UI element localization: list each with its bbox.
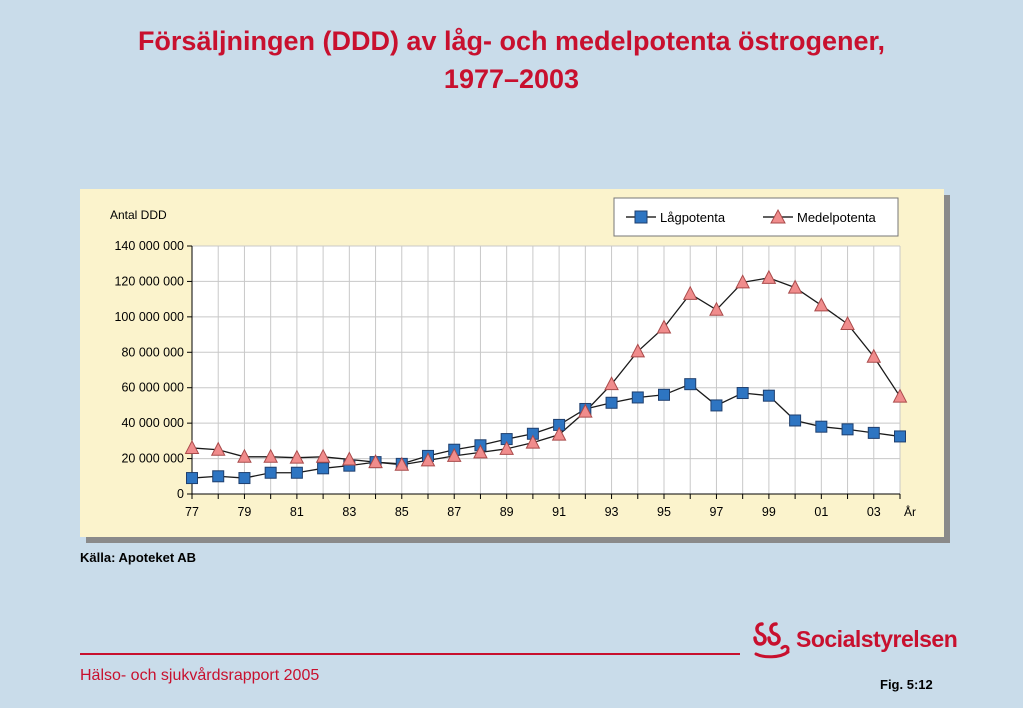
- data-point-medelpotenta: [787, 279, 803, 294]
- data-point-lagpotenta: [290, 466, 303, 479]
- x-tick-label: 01: [814, 505, 828, 519]
- chart-title: Försäljningen (DDD) av låg- och medelpot…: [0, 22, 1023, 98]
- y-axis-label: Antal DDD: [110, 208, 167, 222]
- data-point-medelpotenta: [604, 376, 619, 391]
- socialstyrelsen-logo-icon: [753, 622, 790, 659]
- data-point-medelpotenta: [342, 451, 357, 466]
- data-point-lagpotenta: [789, 414, 802, 427]
- data-point-lagpotenta: [684, 378, 697, 391]
- x-tick-label: 91: [552, 505, 566, 519]
- data-point-lagpotenta: [186, 472, 198, 485]
- data-point-medelpotenta: [210, 441, 226, 456]
- source-note: Källa: Apoteket AB: [80, 550, 197, 565]
- plot-area: [192, 246, 900, 494]
- data-point-lagpotenta: [631, 391, 644, 404]
- data-point-medelpotenta: [840, 315, 855, 330]
- series-line-lagpotenta: [191, 383, 901, 479]
- data-point-medelpotenta: [814, 297, 829, 312]
- x-tick-label: 97: [709, 505, 723, 519]
- data-point-medelpotenta: [184, 439, 200, 454]
- data-point-medelpotenta: [709, 301, 724, 316]
- data-point-lagpotenta: [605, 396, 618, 409]
- x-tick-label: 99: [762, 505, 776, 519]
- x-tick-label: 87: [447, 505, 461, 519]
- x-axis-label: År: [904, 504, 916, 519]
- legend-marker-med: [770, 208, 786, 224]
- data-point-lagpotenta: [710, 399, 723, 412]
- data-point-medelpotenta: [289, 449, 305, 464]
- legend-label-low: Lågpotenta: [660, 210, 726, 225]
- data-point-lagpotenta: [264, 466, 277, 479]
- data-point-medelpotenta: [473, 444, 488, 459]
- data-point-lagpotenta: [212, 470, 225, 483]
- data-point-medelpotenta: [892, 388, 908, 403]
- data-point-lagpotenta: [658, 388, 670, 401]
- chart-title-line1: Försäljningen (DDD) av låg- och medelpot…: [137, 26, 886, 56]
- data-point-medelpotenta: [499, 440, 514, 455]
- y-tick-label: 0: [177, 487, 184, 501]
- data-point-medelpotenta: [761, 269, 777, 284]
- data-point-medelpotenta: [446, 447, 462, 462]
- series-line-medelpotenta: [191, 277, 901, 466]
- x-tick-label: 03: [867, 505, 881, 519]
- footer-divider: [80, 653, 740, 655]
- x-tick-label: 81: [290, 505, 304, 519]
- data-point-lagpotenta: [238, 472, 251, 485]
- data-point-medelpotenta: [866, 348, 882, 363]
- data-point-medelpotenta: [551, 426, 567, 441]
- chart-title-line2: 1977–2003: [443, 64, 580, 94]
- data-point-medelpotenta: [394, 456, 410, 471]
- data-point-medelpotenta: [315, 448, 331, 463]
- legend-label-med: Medelpotenta: [797, 210, 877, 225]
- chart-panel: Antal DDD 0 20 000 000 40 000 000 60 000 00…: [80, 189, 944, 537]
- data-point-medelpotenta: [630, 343, 646, 358]
- data-point-medelpotenta: [682, 285, 698, 300]
- data-point-lagpotenta: [815, 420, 828, 433]
- y-tick-label: 100 000 000: [114, 310, 184, 324]
- x-tick-label: 79: [237, 505, 251, 519]
- figure-number: Fig. 5:12: [880, 677, 933, 692]
- data-point-medelpotenta: [368, 454, 383, 469]
- data-point-medelpotenta: [420, 452, 436, 467]
- x-tick-label: 77: [185, 505, 199, 519]
- data-point-lagpotenta: [894, 430, 906, 443]
- data-point-medelpotenta: [578, 403, 593, 418]
- y-tick-label: 60 000 000: [121, 381, 184, 395]
- data-point-lagpotenta: [841, 423, 854, 436]
- x-tick-label: 83: [342, 505, 356, 519]
- report-name: Hälso- och sjukvårdsrapport 2005: [80, 667, 320, 684]
- data-point-lagpotenta: [867, 426, 880, 439]
- data-point-medelpotenta: [525, 434, 541, 449]
- line-chart: Antal DDD 0 20 000 000 40 000 000 60 000 00…: [110, 197, 916, 519]
- legend-marker-low: [634, 210, 648, 224]
- data-point-lagpotenta: [736, 387, 749, 400]
- y-tick-label: 40 000 000: [121, 416, 184, 430]
- socialstyrelsen-logo: Socialstyrelsen: [752, 618, 958, 660]
- legend-box: [613, 197, 899, 237]
- x-tick-label: 89: [500, 505, 514, 519]
- y-tick-label: 120 000 000: [114, 274, 184, 288]
- y-tick-label: 20 000 000: [121, 452, 184, 466]
- data-point-medelpotenta: [263, 448, 278, 463]
- data-point-medelpotenta: [735, 274, 750, 289]
- x-tick-label: 85: [395, 505, 409, 519]
- x-tick-label: 95: [657, 505, 671, 519]
- logo-wordmark: Socialstyrelsen: [796, 625, 958, 652]
- data-point-lagpotenta: [317, 462, 330, 475]
- x-tick-label: 93: [605, 505, 619, 519]
- y-tick-label: 80 000 000: [121, 345, 184, 359]
- chart-legend: Lågpotenta Medelpotenta: [613, 197, 899, 237]
- data-point-medelpotenta: [656, 319, 672, 334]
- y-tick-label: 140 000 000: [114, 239, 184, 253]
- data-point-medelpotenta: [237, 448, 252, 463]
- data-point-lagpotenta: [762, 389, 775, 402]
